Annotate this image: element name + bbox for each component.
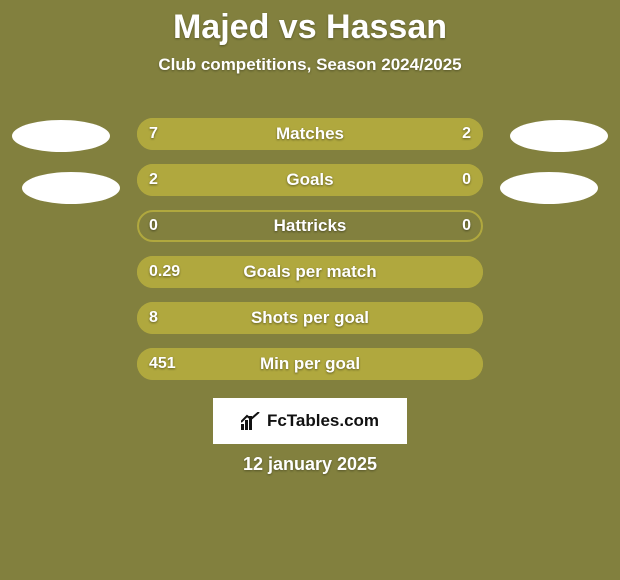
metric-label: Min per goal <box>137 348 483 380</box>
metric-label: Matches <box>137 118 483 150</box>
subtitle: Club competitions, Season 2024/2025 <box>0 55 620 75</box>
page-title: Majed vs Hassan <box>0 0 620 47</box>
metric-label: Hattricks <box>137 210 483 242</box>
stat-bars: 72Matches 20Goals 00Hattricks 0.29Goals per… <box>0 118 620 394</box>
stat-row: 72Matches <box>137 118 483 150</box>
metric-label: Shots per goal <box>137 302 483 334</box>
stat-row: 20Goals <box>137 164 483 196</box>
stat-row: 0.29Goals per match <box>137 256 483 288</box>
brand-text: FcTables.com <box>267 411 379 431</box>
stat-row: 8Shots per goal <box>137 302 483 334</box>
metric-label: Goals per match <box>137 256 483 288</box>
stat-row: 451Min per goal <box>137 348 483 380</box>
comparison-card: Majed vs Hassan Club competitions, Seaso… <box>0 0 620 580</box>
brand-badge: FcTables.com <box>213 398 407 444</box>
chart-icon <box>241 412 261 430</box>
snapshot-date: 12 january 2025 <box>0 454 620 475</box>
stat-row: 00Hattricks <box>137 210 483 242</box>
metric-label: Goals <box>137 164 483 196</box>
